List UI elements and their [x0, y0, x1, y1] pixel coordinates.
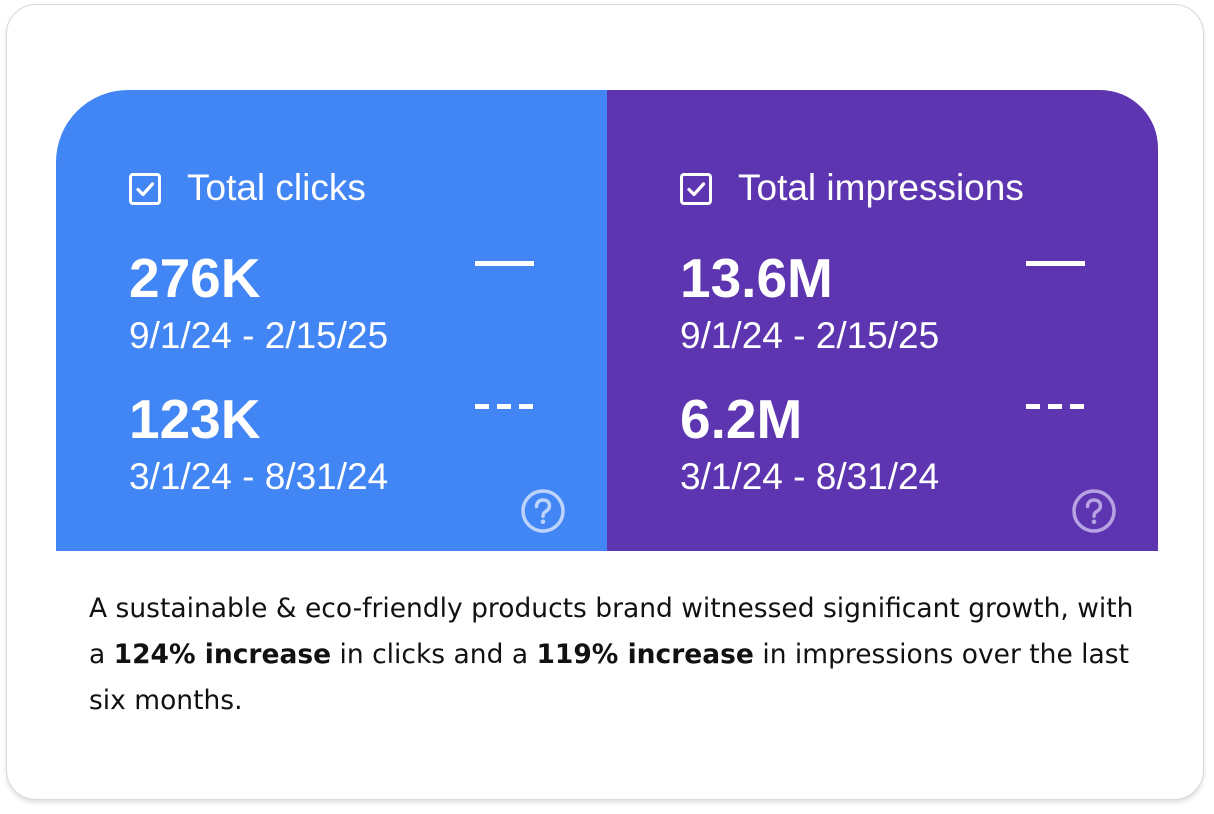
- previous-period-legend-line: [1026, 404, 1085, 409]
- current-period-legend-line: [1026, 261, 1085, 266]
- clicks-increase-highlight: 124% increase: [113, 639, 332, 670]
- caption-text: in clicks and a: [331, 639, 537, 670]
- impressions-current-value: 13.6M: [680, 247, 833, 309]
- help-circle-icon[interactable]: [1071, 488, 1117, 534]
- total-impressions-panel[interactable]: Total impressions 13.6M 9/1/24 - 2/15/25…: [607, 90, 1158, 551]
- checkmark-icon: [687, 182, 706, 197]
- impressions-increase-highlight: 119% increase: [536, 639, 754, 670]
- previous-period-legend-line: [475, 404, 534, 409]
- total-clicks-checkbox[interactable]: [129, 173, 161, 205]
- metrics-panel: Total clicks 276K 9/1/24 - 2/15/25 123K …: [56, 90, 1158, 551]
- impressions-previous-value: 6.2M: [680, 388, 803, 450]
- growth-caption: A sustainable & eco-friendly products br…: [89, 586, 1139, 724]
- impressions-previous-range: 3/1/24 - 8/31/24: [680, 456, 940, 497]
- total-impressions-title: Total impressions: [738, 167, 1024, 208]
- clicks-current-range: 9/1/24 - 2/15/25: [129, 315, 389, 356]
- caption-text: in impressions over the last six months.: [89, 639, 1129, 716]
- help-circle-icon[interactable]: [520, 488, 566, 534]
- impressions-current-range: 9/1/24 - 2/15/25: [680, 315, 940, 356]
- clicks-previous-range: 3/1/24 - 8/31/24: [129, 456, 389, 497]
- caption-text: A sustainable & eco-friendly products br…: [89, 593, 1134, 670]
- total-impressions-checkbox[interactable]: [680, 173, 712, 205]
- current-period-legend-line: [475, 261, 534, 266]
- total-clicks-panel[interactable]: Total clicks 276K 9/1/24 - 2/15/25 123K …: [56, 90, 607, 551]
- clicks-previous-value: 123K: [129, 388, 261, 450]
- total-clicks-title: Total clicks: [187, 167, 366, 208]
- checkmark-icon: [136, 182, 155, 197]
- clicks-current-value: 276K: [129, 247, 261, 309]
- summary-card: Total clicks 276K 9/1/24 - 2/15/25 123K …: [6, 4, 1204, 800]
